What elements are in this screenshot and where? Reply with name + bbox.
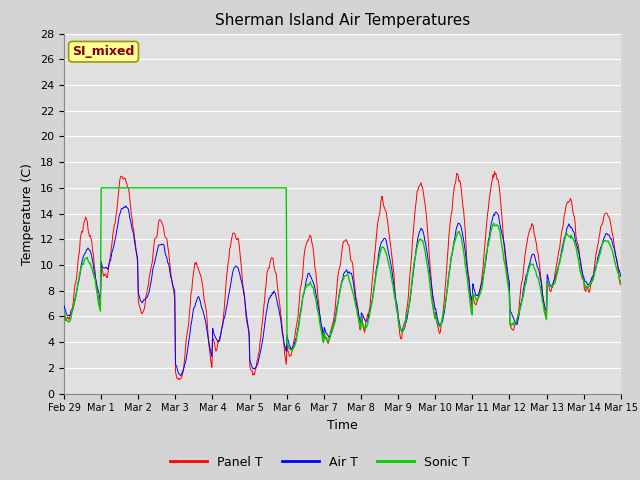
Y-axis label: Temperature (C): Temperature (C) xyxy=(22,163,35,264)
Title: Sherman Island Air Temperatures: Sherman Island Air Temperatures xyxy=(215,13,470,28)
X-axis label: Time: Time xyxy=(327,419,358,432)
Text: SI_mixed: SI_mixed xyxy=(72,45,135,58)
Legend: Panel T, Air T, Sonic T: Panel T, Air T, Sonic T xyxy=(165,451,475,474)
